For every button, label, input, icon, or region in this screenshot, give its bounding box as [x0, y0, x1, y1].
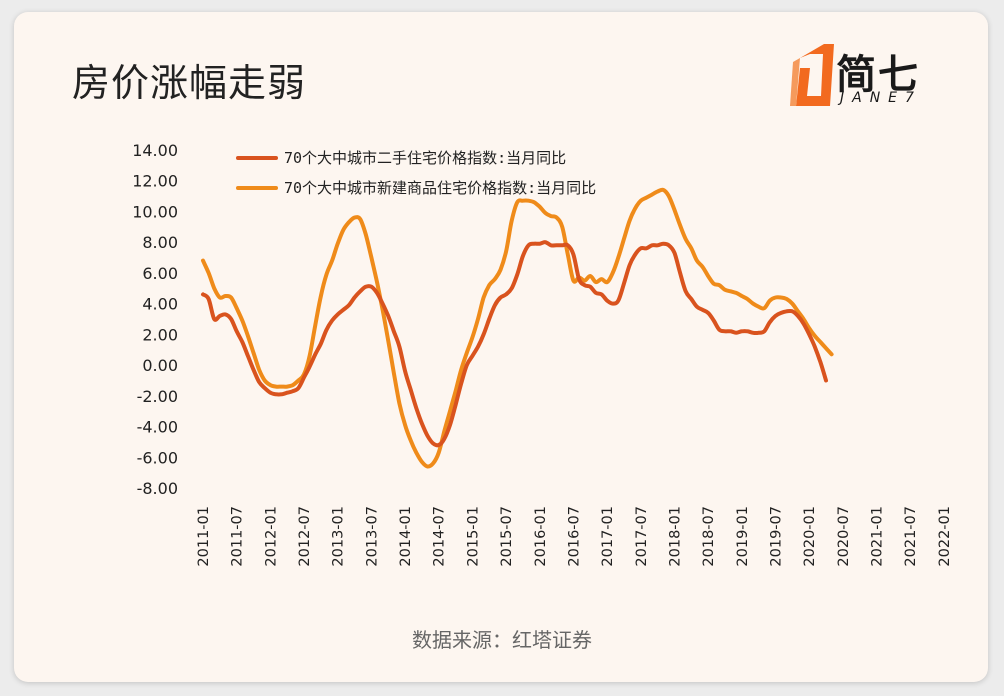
series-line-new-home: [201, 187, 834, 469]
y-axis: 14.00 12.00 10.00 8.00 6.00 4.00 2.00 0.00 -2.00…: [132, 141, 178, 498]
x-tick-label: 2020-01: [802, 506, 818, 567]
x-tick-label: 2022-01: [937, 506, 953, 567]
x-tick-label: 2017-07: [634, 506, 650, 567]
chart-title: 房价涨幅走弱: [72, 61, 307, 105]
series-line-second-hand: [201, 240, 828, 448]
janeseven-logo-icon: [790, 44, 834, 106]
x-tick-label: 2016-01: [533, 506, 549, 567]
x-tick-label: 2021-07: [903, 506, 919, 567]
x-tick-label: 2021-01: [870, 506, 886, 567]
brand-logo: 简七 JANE7: [790, 44, 960, 110]
x-tick-label: 2018-01: [667, 506, 683, 567]
y-tick-label: 10.00: [132, 202, 178, 221]
y-tick-label: -8.00: [137, 479, 178, 498]
y-tick-label: 0.00: [142, 356, 178, 375]
y-tick-label: 2.00: [142, 325, 178, 344]
y-tick-label: 12.00: [132, 172, 178, 191]
x-tick-label: 2011-07: [230, 506, 246, 567]
y-tick-label: -6.00: [137, 448, 178, 467]
y-tick-label: -4.00: [137, 418, 178, 437]
y-tick-label: 4.00: [142, 295, 178, 314]
x-tick-label: 2014-01: [398, 506, 414, 567]
x-tick-label: 2012-07: [297, 506, 313, 567]
y-tick-label: -2.00: [137, 387, 178, 406]
x-tick-label: 2012-01: [263, 506, 279, 567]
x-tick-label: 2015-01: [465, 506, 481, 567]
data-source-note: 数据来源：红塔证券: [412, 628, 592, 652]
logo-text-en: JANE7: [840, 90, 922, 106]
legend-label: 70个大中城市新建商品住宅价格指数:当月同比: [284, 179, 596, 197]
x-tick-label: 2019-01: [735, 506, 751, 567]
chart-legend: 70个大中城市二手住宅价格指数:当月同比 70个大中城市新建商品住宅价格指数:当月…: [236, 149, 596, 197]
x-tick-label: 2015-07: [499, 506, 515, 567]
x-tick-label: 2013-01: [331, 506, 347, 567]
x-tick-label: 2020-07: [836, 506, 852, 567]
x-tick-label: 2017-01: [600, 506, 616, 567]
x-tick-label: 2016-07: [566, 506, 582, 567]
x-tick-label: 2018-07: [701, 506, 717, 567]
y-tick-label: 14.00: [132, 141, 178, 160]
x-tick-label: 2019-07: [768, 506, 784, 567]
legend-label: 70个大中城市二手住宅价格指数:当月同比: [284, 149, 566, 167]
logo-text-cn: 简七: [836, 52, 920, 98]
x-tick-label: 2014-07: [432, 506, 448, 567]
x-tick-label: 2011-01: [196, 506, 212, 567]
series-lines: [201, 187, 834, 469]
x-tick-label: 2013-07: [364, 506, 380, 567]
x-axis: 2011-01 2011-07 2012-01 2012-07 2013-01 2013-…: [196, 506, 953, 567]
y-tick-label: 6.00: [142, 264, 178, 283]
y-tick-label: 8.00: [142, 233, 178, 252]
